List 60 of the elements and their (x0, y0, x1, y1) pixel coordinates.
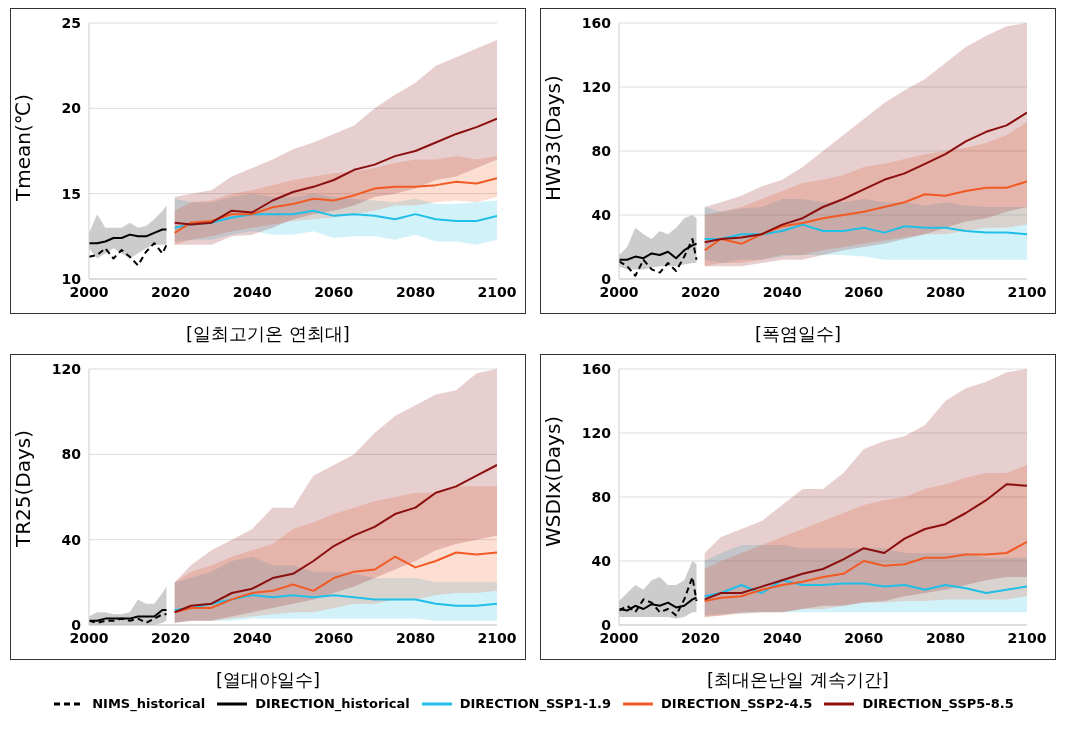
line-series (173, 594, 497, 612)
legend-label: DIRECTION_SSP1-1.9 (459, 696, 612, 711)
y-tick-label: 40 (591, 552, 612, 569)
legend-label: NIMS_historical (92, 696, 206, 711)
y-tick-label: 120 (581, 424, 612, 441)
x-tick-label: 2080 (395, 283, 436, 300)
x-tick-label: 2040 (232, 629, 272, 646)
y-tick-label: 160 (581, 360, 612, 377)
y-tick-label: 80 (61, 446, 82, 463)
y-tick-label: 120 (581, 78, 612, 95)
x-tick-label: 2060 (314, 283, 354, 300)
x-tick-label: 2080 (925, 283, 966, 300)
x-tick-label: 2060 (844, 629, 884, 646)
y-tick-label: 80 (591, 142, 612, 159)
line-series (89, 242, 168, 267)
line-series (703, 111, 1027, 244)
y-tick-label: 40 (591, 206, 612, 223)
y-tick-label: 20 (61, 100, 82, 117)
x-tick-label: 2060 (844, 283, 884, 300)
x-tick-label: 2100 (477, 629, 517, 646)
line-series (173, 117, 497, 226)
line-series (703, 483, 1027, 601)
y-tick-label: 25 (61, 14, 81, 31)
y-tick-label: 80 (591, 488, 612, 505)
y-axis-title: HW33(Days) (541, 75, 566, 201)
x-tick-label: 2020 (151, 283, 191, 300)
line-series (173, 177, 497, 234)
x-tick-label: 2040 (762, 629, 802, 646)
text: [일최고기온 연최대] (186, 322, 350, 346)
line-series (89, 228, 168, 245)
y-axis-title: WSDIx(Days) (541, 415, 566, 547)
line-series (703, 223, 1027, 240)
line-series (703, 540, 1027, 602)
x-tick-label: 2020 (681, 283, 721, 300)
x-tick-label: 2040 (232, 283, 272, 300)
line-series (173, 464, 497, 614)
text: [열대야일수] (215, 668, 321, 692)
x-tick-label: 2020 (151, 629, 191, 646)
x-tick-label: 2040 (762, 283, 802, 300)
y-tick-label: 40 (61, 531, 82, 548)
x-tick-label: 2060 (314, 629, 354, 646)
legend-label: DIRECTION_SSP2-4.5 (661, 696, 813, 711)
x-tick-label: 2080 (925, 629, 966, 646)
y-tick-label: 15 (61, 185, 81, 202)
x-tick-label: 2100 (477, 283, 517, 300)
y-tick-label: 120 (51, 360, 82, 377)
y-axis-title: TR25(Days) (11, 429, 36, 548)
x-tick-label: 2080 (395, 629, 436, 646)
y-tick-label: 160 (581, 14, 612, 31)
legend-label: DIRECTION_historical (255, 696, 410, 711)
x-tick-label: 2100 (1007, 629, 1047, 646)
text: [폭염일수] (754, 322, 842, 346)
x-tick-label: 2100 (1007, 283, 1047, 300)
line-series (703, 180, 1027, 252)
line-series (173, 209, 497, 229)
y-axis-title: Tmean(℃) (11, 93, 36, 202)
x-tick-label: 2020 (681, 629, 721, 646)
legend-label: DIRECTION_SSP5-8.5 (862, 696, 1014, 711)
text: [최대온난일 계속기간] (707, 668, 889, 692)
line-series (703, 579, 1027, 598)
